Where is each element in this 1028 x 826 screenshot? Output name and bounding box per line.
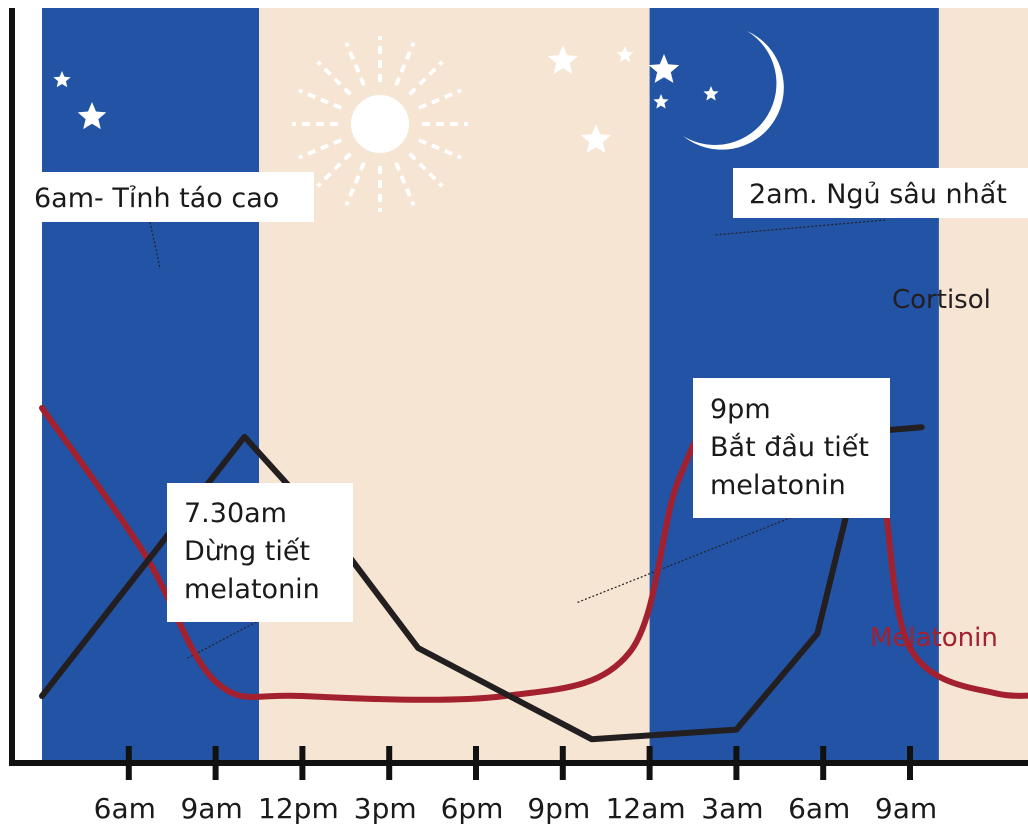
x-tick-label: 6am — [94, 792, 156, 825]
x-tick-label: 12am — [606, 792, 686, 825]
annotation-leader — [575, 515, 796, 604]
annotation-box: 6am- Tỉnh táo cao — [16, 172, 314, 222]
annotation-text: 7.30am — [184, 498, 287, 529]
night-band — [42, 8, 259, 763]
day-band — [259, 8, 650, 763]
x-tick-label: 6am — [788, 792, 850, 825]
x-tick-label: 9am — [875, 792, 937, 825]
annotation-text: Bắt đầu tiết — [710, 432, 869, 463]
annotation-text: 6am- Tỉnh táo cao — [34, 183, 279, 214]
x-tick-label: 9am — [180, 792, 242, 825]
day-band — [938, 8, 1028, 763]
x-tick-label: 12pm — [258, 792, 339, 825]
x-tick-label: 6pm — [441, 792, 504, 825]
star-icon — [53, 71, 71, 88]
annotation-text: melatonin — [710, 470, 846, 501]
annotation-box: 9pm Bắt đầu tiết melatonin — [693, 378, 890, 518]
annotation-text: melatonin — [184, 574, 320, 605]
x-tick-label: 3pm — [354, 792, 417, 825]
annotation-leader — [713, 219, 886, 236]
star-icon — [77, 102, 107, 130]
x-tick-label: 9pm — [527, 792, 590, 825]
annotation-box: 7.30am Dừng tiết melatonin — [167, 483, 353, 622]
annotation-text: 2am. Ngủ sâu nhất — [749, 179, 1007, 210]
series-label-cortisol: Cortisol — [892, 285, 991, 315]
annotation-leader — [185, 619, 261, 660]
series-line-melatonin — [39, 379, 1028, 703]
series-label-melatonin: Melatonin — [870, 623, 998, 653]
star-icon — [703, 86, 719, 101]
star-icon — [648, 54, 680, 83]
star-icon — [580, 124, 612, 153]
annotation-box: 2am. Ngủ sâu nhất — [733, 168, 1028, 218]
star-icon — [616, 46, 634, 63]
x-tick-label: 3am — [701, 792, 763, 825]
annotation-text: 9pm — [710, 394, 771, 425]
star-icon — [547, 45, 579, 74]
annotation-text: Dừng tiết — [184, 536, 310, 567]
sun-icon — [292, 36, 468, 212]
star-icon — [653, 94, 669, 109]
